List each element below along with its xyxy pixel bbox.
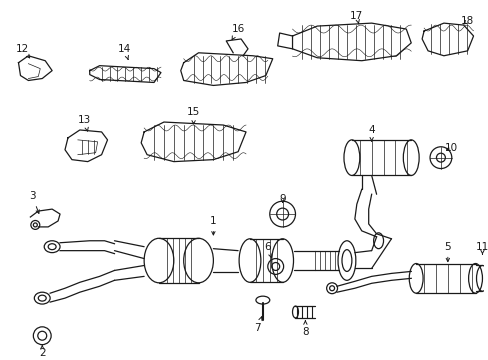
- Text: 15: 15: [186, 107, 200, 124]
- Text: 7: 7: [254, 317, 262, 333]
- Text: 5: 5: [444, 242, 450, 262]
- Text: 6: 6: [264, 242, 271, 258]
- Text: 9: 9: [279, 194, 285, 204]
- Text: 8: 8: [302, 321, 308, 337]
- Text: 3: 3: [29, 191, 39, 213]
- Text: 16: 16: [231, 24, 244, 40]
- Text: 2: 2: [39, 345, 45, 357]
- Text: 18: 18: [460, 16, 473, 26]
- Text: 4: 4: [367, 125, 374, 141]
- Text: 14: 14: [118, 44, 131, 59]
- Text: 11: 11: [475, 242, 488, 255]
- Text: 17: 17: [349, 11, 363, 24]
- Text: 12: 12: [16, 44, 30, 58]
- Text: 10: 10: [445, 143, 457, 153]
- Text: 13: 13: [78, 115, 91, 131]
- Text: 1: 1: [210, 216, 216, 235]
